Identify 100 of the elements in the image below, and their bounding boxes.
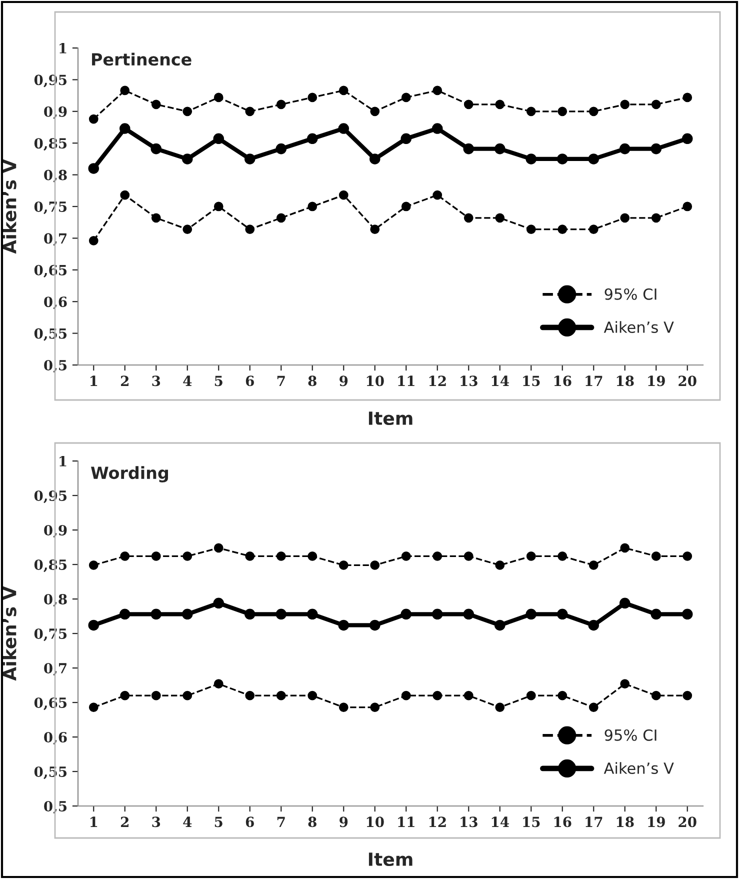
x-tick-label: 3 bbox=[152, 376, 160, 386]
x-tick-label: 16 bbox=[554, 376, 572, 386]
x-tick-label: 15 bbox=[523, 816, 540, 828]
point bbox=[558, 690, 568, 700]
point bbox=[620, 100, 630, 110]
x-tick-label: 18 bbox=[616, 376, 634, 386]
point bbox=[338, 702, 348, 712]
legend-label: Aiken’s V bbox=[604, 762, 674, 774]
y-tick-label: 1 bbox=[60, 456, 66, 466]
point bbox=[463, 608, 474, 620]
point bbox=[526, 552, 536, 561]
y-axis-title: Aiken’s V bbox=[2, 159, 16, 254]
x-tick-label: 16 bbox=[554, 816, 572, 828]
point bbox=[526, 154, 537, 164]
point bbox=[370, 560, 380, 570]
x-tick-label: 13 bbox=[460, 376, 478, 386]
point bbox=[556, 608, 568, 620]
x-tick-label: 3 bbox=[152, 816, 160, 828]
point bbox=[682, 690, 692, 700]
y-tick-label: 0,5 bbox=[44, 360, 67, 373]
point bbox=[245, 552, 255, 561]
point bbox=[276, 213, 286, 223]
point bbox=[619, 598, 630, 609]
point bbox=[308, 690, 318, 700]
chart-title: Wording bbox=[90, 466, 168, 482]
point bbox=[682, 133, 693, 144]
point bbox=[120, 86, 130, 96]
point bbox=[401, 690, 411, 700]
point bbox=[120, 690, 130, 700]
y-tick-label: 1 bbox=[60, 42, 66, 54]
point bbox=[308, 92, 318, 102]
y-tick-label: 0,7 bbox=[44, 662, 66, 676]
point bbox=[119, 123, 130, 134]
point bbox=[88, 560, 98, 570]
x-tick-label: 4 bbox=[183, 376, 192, 386]
x-tick-label: 1 bbox=[90, 816, 98, 827]
point bbox=[306, 133, 318, 144]
point bbox=[464, 552, 474, 561]
x-tick-label: 14 bbox=[492, 376, 509, 386]
point bbox=[558, 552, 568, 561]
x-tick-label: 9 bbox=[340, 816, 348, 828]
point bbox=[370, 224, 380, 234]
point bbox=[526, 224, 536, 234]
y-tick-label: 0,8 bbox=[44, 170, 67, 182]
chart-title: Pertinence bbox=[92, 52, 192, 66]
x-tick-label: 4 bbox=[183, 816, 192, 827]
x-axis-title: Item bbox=[368, 412, 412, 426]
point bbox=[651, 552, 661, 561]
point bbox=[338, 123, 350, 134]
x-tick-label: 13 bbox=[460, 816, 478, 828]
point bbox=[588, 702, 598, 712]
point bbox=[620, 679, 630, 689]
point bbox=[182, 690, 192, 700]
point bbox=[88, 163, 100, 174]
point bbox=[620, 213, 630, 223]
x-tick-label: 12 bbox=[429, 816, 446, 827]
x-tick-label: 6 bbox=[246, 376, 254, 386]
x-tick-label: 15 bbox=[523, 376, 540, 386]
point bbox=[370, 702, 380, 712]
point bbox=[401, 92, 411, 102]
y-tick-label: 0,5 bbox=[44, 800, 67, 814]
point bbox=[650, 608, 662, 620]
point bbox=[245, 224, 255, 234]
point bbox=[308, 202, 318, 212]
point bbox=[182, 552, 192, 561]
point bbox=[182, 608, 193, 620]
point bbox=[432, 190, 442, 200]
point bbox=[369, 620, 380, 631]
point bbox=[150, 143, 162, 154]
x-tick-label: 7 bbox=[277, 376, 285, 386]
point bbox=[88, 620, 100, 631]
point bbox=[120, 552, 130, 561]
point bbox=[464, 690, 474, 700]
point bbox=[588, 154, 600, 164]
y-tick-label: 0,8 bbox=[44, 594, 67, 607]
x-tick-label: 20 bbox=[678, 816, 696, 828]
point bbox=[495, 213, 505, 223]
x-tick-label: 7 bbox=[277, 816, 285, 827]
x-tick-label: 2 bbox=[120, 816, 128, 827]
point bbox=[682, 608, 693, 620]
point bbox=[245, 690, 255, 700]
x-tick-label: 19 bbox=[648, 816, 665, 828]
point bbox=[120, 190, 130, 200]
point bbox=[338, 620, 350, 631]
point bbox=[276, 100, 286, 110]
point bbox=[306, 608, 318, 620]
point bbox=[276, 690, 286, 700]
legend-label: 95% CI bbox=[604, 288, 656, 300]
point bbox=[682, 552, 692, 561]
point bbox=[401, 552, 411, 561]
point bbox=[495, 100, 505, 110]
x-tick-label: 5 bbox=[214, 816, 222, 828]
x-tick-label: 2 bbox=[120, 376, 128, 386]
y-tick-label: 0,7 bbox=[44, 233, 66, 246]
point bbox=[588, 560, 598, 570]
point bbox=[464, 100, 474, 110]
y-tick-label: 0,75 bbox=[34, 628, 67, 642]
point bbox=[558, 106, 568, 116]
point bbox=[526, 690, 536, 700]
x-tick-label: 17 bbox=[586, 816, 602, 827]
